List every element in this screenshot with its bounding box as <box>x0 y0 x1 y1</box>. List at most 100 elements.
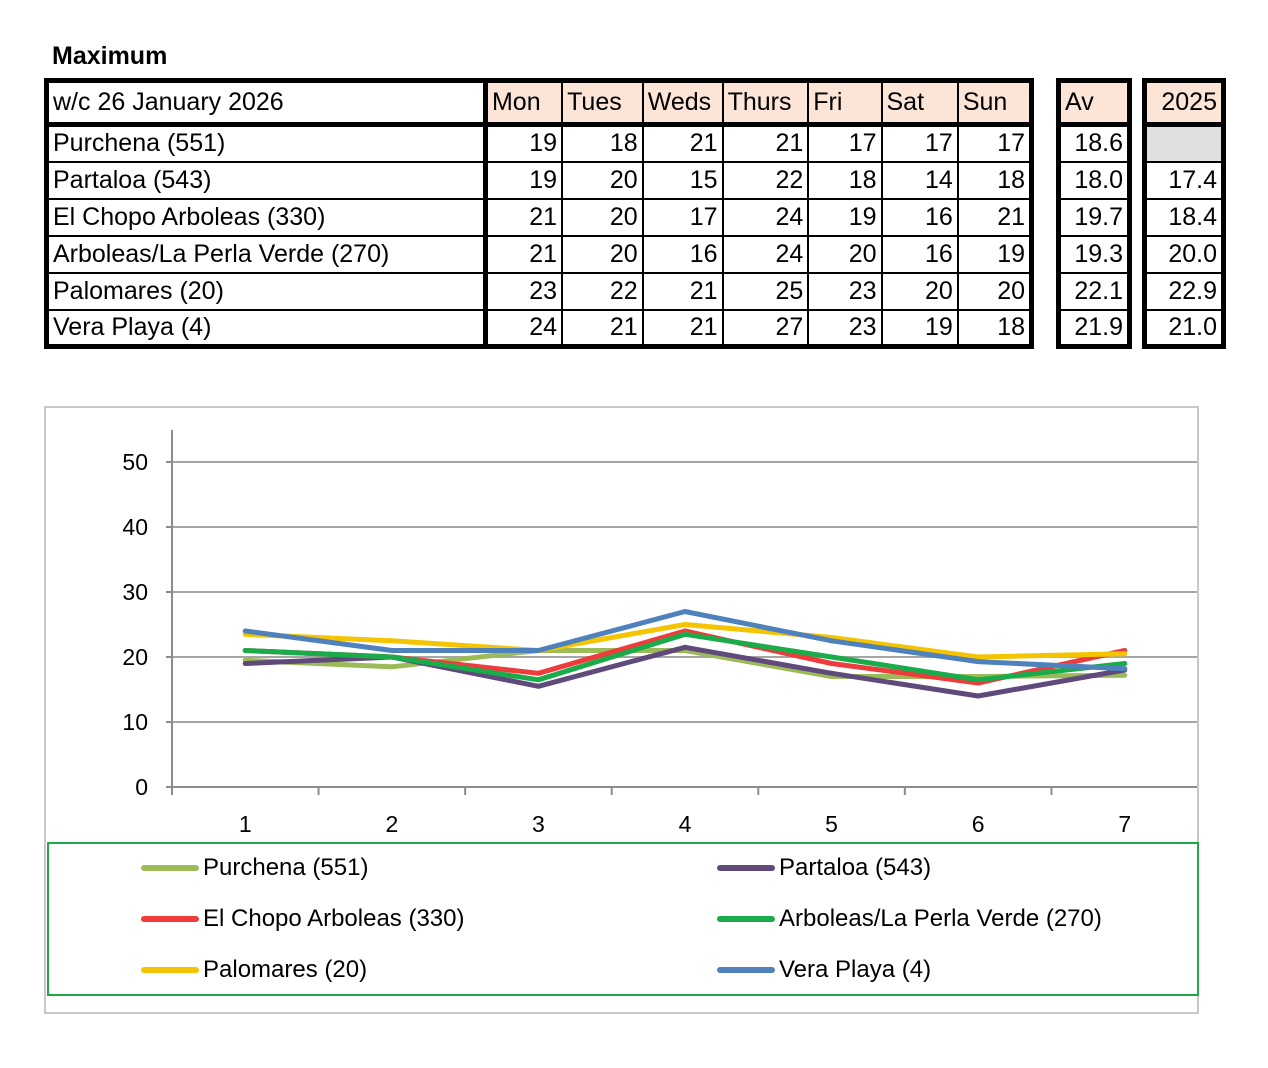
temperature-cell: 24 <box>482 308 564 349</box>
table-row: 18.4 <box>1142 197 1226 237</box>
temperature-cell: 22 <box>721 160 810 200</box>
average-table: Av 18.6 18.0 19.7 19.3 22.1 21.9 <box>1056 78 1132 349</box>
average-cell: 19.7 <box>1056 197 1132 237</box>
day-header: Mon <box>482 78 564 127</box>
year-2025-cell: 18.4 <box>1142 197 1226 237</box>
legend-item: El Chopo Arboleas (330) <box>141 905 465 933</box>
temperature-cell: 18 <box>956 160 1034 200</box>
data-point <box>1122 672 1128 678</box>
temperature-cell: 20 <box>561 234 644 274</box>
year-2025-cell: 22.9 <box>1142 271 1226 311</box>
legend-swatch <box>141 865 199 871</box>
data-point <box>1122 651 1128 657</box>
temperature-cell: 20 <box>561 160 644 200</box>
temperature-cell: 15 <box>641 160 724 200</box>
data-point <box>535 670 541 676</box>
station-name: Vera Playa (4) <box>44 308 487 349</box>
legend-label: Purchena (551) <box>203 854 369 881</box>
line-chart: 0 10 20 30 40 50 1 2 3 4 5 6 7 <box>122 430 1197 837</box>
data-point <box>1122 661 1128 666</box>
temperature-cell: 16 <box>880 197 959 237</box>
data-point <box>1122 666 1128 672</box>
station-name: Purchena (551) <box>44 123 487 163</box>
data-point <box>682 609 688 614</box>
temperature-cell: 24 <box>721 234 810 274</box>
year-2025-cell: 20.0 <box>1142 234 1226 274</box>
average-cell: 21.9 <box>1056 308 1132 349</box>
temperature-cell: 20 <box>880 271 959 311</box>
data-point <box>242 648 248 653</box>
table-row: Vera Playa (4) 24 21 21 27 23 19 18 <box>44 308 1034 349</box>
table-row: 18.6 <box>1056 123 1132 163</box>
table-row <box>1142 123 1226 163</box>
temperature-cell: 17 <box>807 123 883 163</box>
x-tick-label: 2 <box>385 811 398 837</box>
table-row: Purchena (551) 19 18 21 21 17 17 17 <box>44 123 1034 163</box>
table-row: 22.1 <box>1056 271 1132 311</box>
data-point <box>535 648 541 653</box>
x-tick-label: 1 <box>239 811 252 837</box>
year-header: 2025 <box>1142 78 1226 127</box>
table-row: 17.4 <box>1142 160 1226 200</box>
temperature-cell: 14 <box>880 160 959 200</box>
page-title: Maximum <box>52 42 168 70</box>
table-row: Arboleas/La Perla Verde (270) 21 20 16 24 20 1… <box>44 234 1034 274</box>
average-header: Av <box>1056 78 1132 127</box>
x-tick-label: 4 <box>679 811 692 837</box>
temperature-table: w/c 26 January 2026 Mon Tues Weds Thurs Fri Sa… <box>44 78 1034 349</box>
average-cell: 22.1 <box>1056 271 1132 311</box>
temperature-cell: 19 <box>807 197 883 237</box>
data-point <box>682 631 688 637</box>
station-name: Arboleas/La Perla Verde (270) <box>44 234 487 274</box>
legend-item: Vera Playa (4) <box>717 956 931 984</box>
data-point <box>829 670 835 676</box>
temperature-cell: 16 <box>880 234 959 274</box>
day-header: Tues <box>561 78 644 127</box>
y-tick-label: 20 <box>122 644 148 670</box>
temperature-cell: 18 <box>561 123 644 163</box>
x-tick-label: 6 <box>972 811 985 837</box>
data-point <box>389 664 395 670</box>
legend-swatch <box>141 916 199 922</box>
average-cell: 18.6 <box>1056 123 1132 163</box>
year-2025-cell <box>1142 123 1226 163</box>
legend-label: Arboleas/La Perla Verde (270) <box>779 905 1102 932</box>
table-header-row: w/c 26 January 2026 Mon Tues Weds Thurs Fri Sa… <box>44 78 1034 127</box>
data-point <box>682 644 688 650</box>
temperature-cell: 20 <box>807 234 883 274</box>
temperature-cell: 23 <box>482 271 564 311</box>
y-tick-label: 0 <box>135 774 148 800</box>
station-name: Palomares (20) <box>44 271 487 311</box>
legend-item: Partaloa (543) <box>717 854 931 882</box>
legend-swatch <box>717 916 775 922</box>
station-name: Partaloa (543) <box>44 160 487 200</box>
temperature-cell: 22 <box>561 271 644 311</box>
legend-swatch <box>141 967 199 973</box>
legend-label: Partaloa (543) <box>779 854 932 881</box>
temperature-cell: 21 <box>721 123 810 163</box>
data-point <box>535 683 541 689</box>
x-tick-label: 3 <box>532 811 545 837</box>
temperature-cell: 17 <box>880 123 959 163</box>
chart-legend: Purchena (551) Partaloa (543) El Chopo Arb… <box>47 842 1199 996</box>
y-tick-label: 30 <box>122 579 148 605</box>
data-point <box>389 648 395 653</box>
legend-label: Palomares (20) <box>203 956 368 983</box>
day-header: Fri <box>807 78 883 127</box>
temperature-cell: 21 <box>482 234 564 274</box>
table-row: 19.7 <box>1056 197 1132 237</box>
day-header: Sat <box>880 78 959 127</box>
average-cell: 18.0 <box>1056 160 1132 200</box>
table-row: 19.3 <box>1056 234 1132 274</box>
data-point <box>535 677 541 683</box>
data-point <box>829 638 835 644</box>
table-row: 21.9 <box>1056 308 1132 349</box>
y-tick-label: 50 <box>122 449 148 475</box>
temperature-cell: 21 <box>641 308 724 349</box>
data-point <box>829 661 835 666</box>
year-2025-table: 2025 17.4 18.4 20.0 22.9 21.0 <box>1142 78 1226 349</box>
temperature-cell: 18 <box>956 308 1034 349</box>
legend-swatch <box>717 967 775 973</box>
legend-item: Palomares (20) <box>141 956 367 984</box>
data-point <box>682 622 688 627</box>
